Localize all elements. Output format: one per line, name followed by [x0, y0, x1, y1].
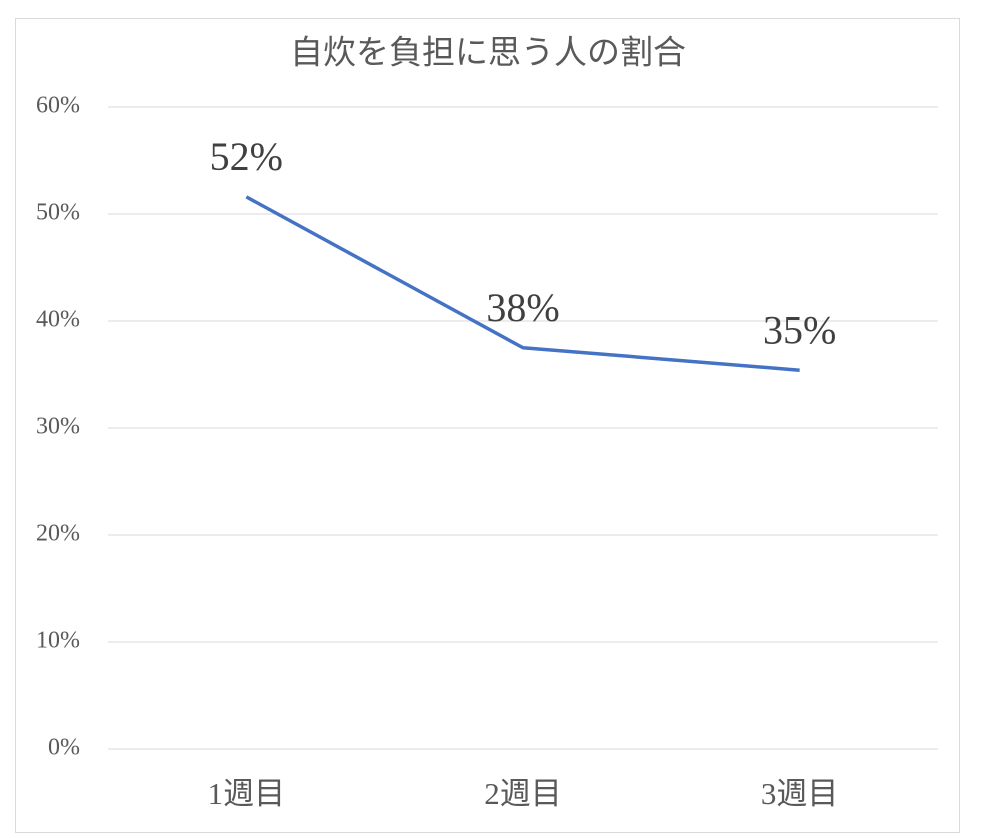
y-tick-label: 30%	[36, 414, 80, 440]
y-tick-label: 40%	[36, 307, 80, 333]
data-label: 38%	[486, 285, 559, 330]
y-tick-label: 60%	[36, 93, 80, 119]
y-tick-label: 0%	[48, 735, 80, 761]
data-label: 52%	[210, 134, 283, 179]
x-tick-label: 1週目	[208, 776, 286, 811]
data-label: 35%	[763, 307, 836, 352]
y-tick-label: 50%	[36, 200, 80, 226]
series-line	[245, 195, 800, 372]
y-tick-label: 20%	[36, 521, 80, 547]
x-tick-label: 2週目	[484, 776, 562, 811]
x-tick-label: 3週目	[761, 776, 839, 811]
chart-border	[15, 18, 960, 833]
y-tick-label: 10%	[36, 628, 80, 654]
chart-title: 自炊を負担に思う人の割合	[290, 35, 686, 72]
